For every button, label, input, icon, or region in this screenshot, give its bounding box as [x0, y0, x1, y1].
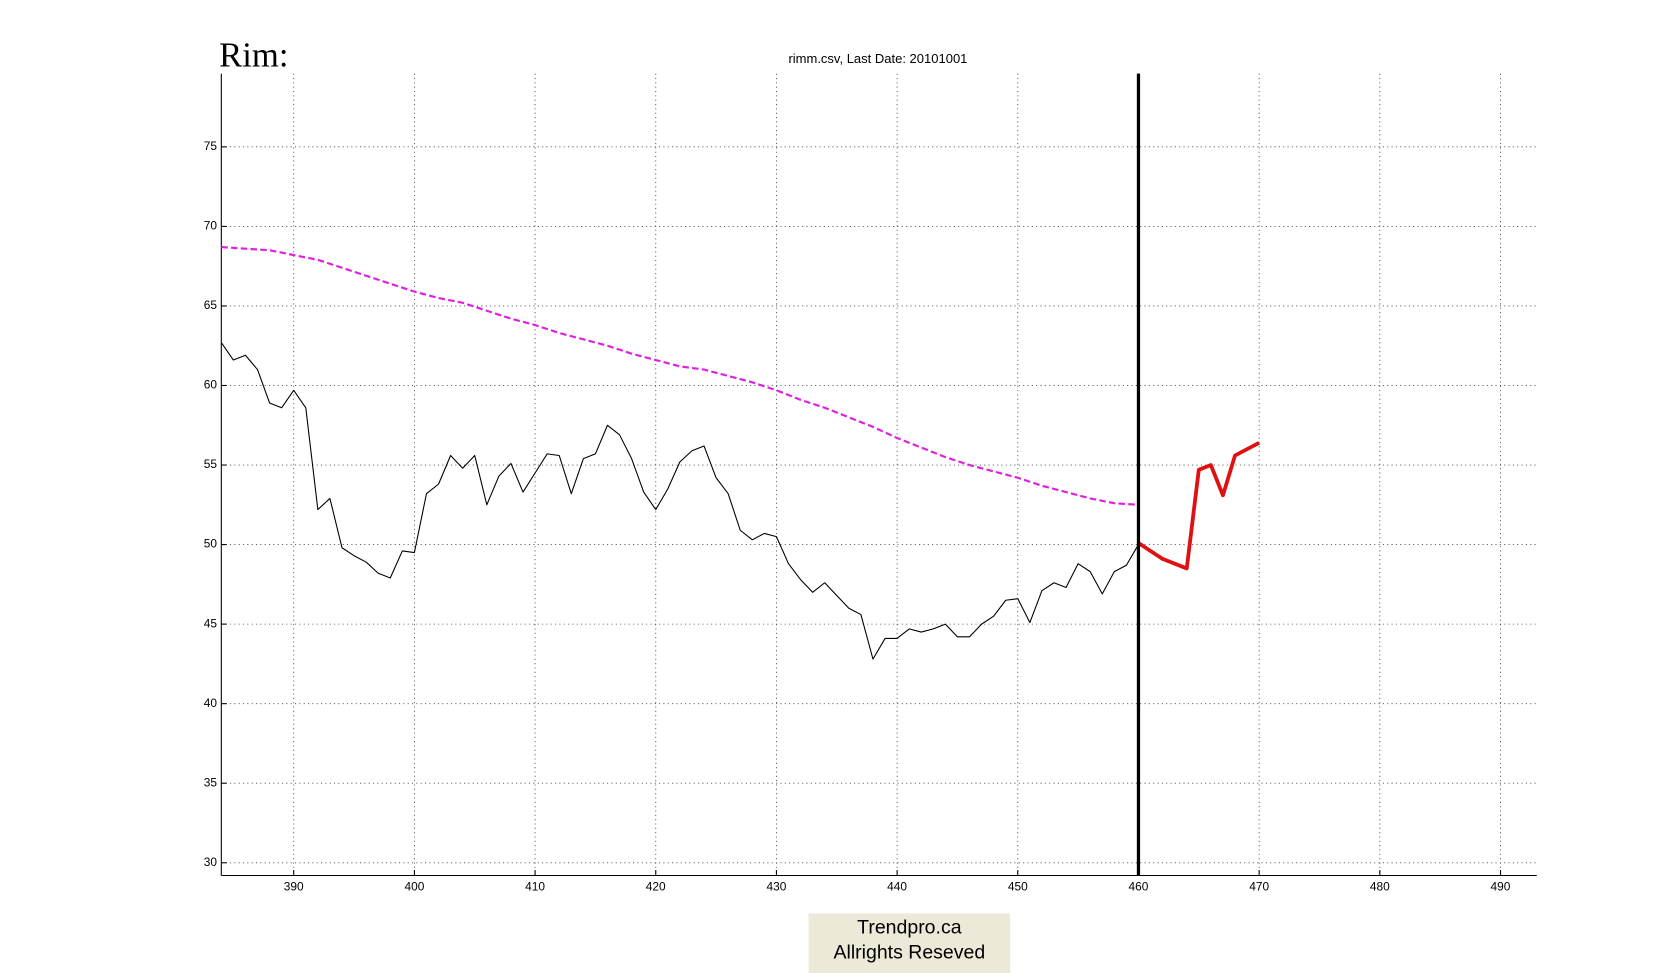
- footer-line: Trendpro.ca: [857, 917, 962, 939]
- y-tick-label: 50: [204, 537, 218, 551]
- series-line: [220, 342, 1139, 660]
- page-label: Rim:: [219, 36, 288, 74]
- x-tick-label: 470: [1249, 880, 1269, 894]
- x-tick-label: 480: [1370, 880, 1390, 894]
- x-tick-label: 490: [1491, 880, 1511, 894]
- y-tick-label: 35: [204, 775, 218, 789]
- x-tick-label: 420: [646, 880, 666, 894]
- y-tick-label: 45: [204, 616, 218, 630]
- x-tick-label: 460: [1129, 880, 1149, 894]
- x-tick-label: 390: [284, 880, 304, 894]
- x-tick-label: 450: [1008, 880, 1028, 894]
- series-line: [1137, 441, 1261, 571]
- y-tick-label: 60: [204, 378, 218, 392]
- y-tick-label: 75: [204, 139, 218, 153]
- y-tick-label: 70: [204, 219, 218, 233]
- series-line: [221, 246, 1139, 506]
- y-tick-label: 40: [204, 696, 218, 710]
- footer-line: Allrights Reseved: [833, 942, 985, 964]
- x-tick-label: 440: [887, 880, 907, 894]
- x-tick-label: 400: [404, 880, 424, 894]
- y-tick-label: 55: [204, 457, 218, 471]
- x-tick-label: 430: [766, 880, 786, 894]
- y-tick-label: 65: [204, 298, 218, 312]
- x-tick-label: 410: [525, 880, 545, 894]
- chart-title: rimm.csv, Last Date: 20101001: [788, 51, 967, 66]
- footer-box: [808, 913, 1011, 973]
- y-tick-label: 30: [204, 855, 218, 869]
